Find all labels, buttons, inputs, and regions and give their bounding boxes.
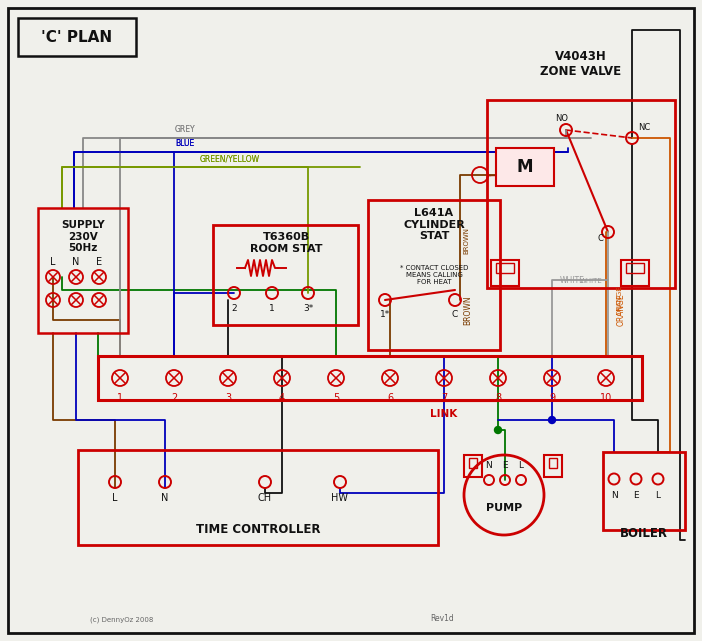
Bar — [549, 458, 557, 468]
Text: ORANGE: ORANGE — [617, 285, 623, 315]
Text: V4043H
ZONE VALVE: V4043H ZONE VALVE — [541, 50, 621, 78]
Text: 2: 2 — [231, 304, 237, 313]
Text: 3: 3 — [225, 393, 231, 403]
Text: GREEN/YELLOW: GREEN/YELLOW — [200, 154, 260, 163]
Bar — [38, 208, 128, 333]
Bar — [98, 356, 642, 400]
Text: L: L — [112, 493, 118, 503]
Text: 8: 8 — [495, 393, 501, 403]
Bar — [496, 148, 554, 186]
Bar — [487, 100, 675, 288]
Text: 4: 4 — [279, 393, 285, 403]
Bar — [544, 455, 562, 477]
Text: TIME CONTROLLER: TIME CONTROLLER — [196, 523, 320, 536]
Bar — [491, 260, 519, 286]
Text: NO: NO — [555, 114, 569, 123]
Text: BLUE: BLUE — [175, 139, 194, 148]
Text: 6: 6 — [387, 393, 393, 403]
Text: GREY: GREY — [175, 125, 196, 134]
Text: WHITE: WHITE — [580, 278, 603, 284]
Text: 1: 1 — [117, 393, 123, 403]
Text: 7: 7 — [441, 393, 447, 403]
Text: WHITE: WHITE — [560, 276, 585, 285]
Text: 1: 1 — [269, 304, 275, 313]
Text: N: N — [611, 491, 617, 500]
Circle shape — [494, 426, 501, 433]
Text: 'C' PLAN: 'C' PLAN — [41, 29, 112, 44]
Bar — [626, 263, 644, 273]
Text: M: M — [517, 158, 534, 176]
Text: HW: HW — [331, 493, 348, 503]
Text: L641A
CYLINDER
STAT: L641A CYLINDER STAT — [403, 208, 465, 241]
Text: L: L — [51, 257, 55, 267]
Text: BROWN: BROWN — [463, 296, 472, 325]
Text: E: E — [502, 461, 508, 470]
Text: BOILER: BOILER — [620, 527, 668, 540]
Text: * CONTACT CLOSED
MEANS CALLING
FOR HEAT: * CONTACT CLOSED MEANS CALLING FOR HEAT — [400, 265, 468, 285]
Text: 3*: 3* — [303, 304, 313, 313]
Text: N: N — [486, 461, 492, 470]
Text: L: L — [519, 461, 524, 470]
Bar — [464, 455, 482, 477]
Text: T6360B
ROOM STAT: T6360B ROOM STAT — [250, 232, 322, 254]
Text: NC: NC — [638, 123, 650, 132]
Text: N: N — [161, 493, 168, 503]
Bar — [213, 225, 358, 325]
Text: 2: 2 — [171, 393, 177, 403]
Text: SUPPLY
230V
50Hz: SUPPLY 230V 50Hz — [61, 220, 105, 253]
Text: L: L — [656, 491, 661, 500]
Bar — [78, 450, 438, 545]
Text: N: N — [72, 257, 80, 267]
Bar — [469, 458, 477, 468]
Text: C: C — [597, 234, 603, 243]
Text: 5: 5 — [333, 393, 339, 403]
Text: (c) DennyOz 2008: (c) DennyOz 2008 — [90, 617, 153, 623]
Text: LINK: LINK — [430, 409, 458, 419]
Text: 1*: 1* — [380, 310, 390, 319]
Text: BLUE: BLUE — [175, 139, 194, 148]
Text: PUMP: PUMP — [486, 503, 522, 513]
Circle shape — [548, 417, 555, 424]
Text: C: C — [452, 310, 458, 319]
Text: E: E — [633, 491, 639, 500]
Text: Rev1d: Rev1d — [430, 614, 453, 623]
Text: ORANGE: ORANGE — [617, 294, 626, 326]
Bar — [603, 452, 685, 530]
Bar — [368, 200, 500, 350]
Text: 10: 10 — [600, 393, 612, 403]
Text: GREY: GREY — [175, 125, 196, 134]
Text: E: E — [96, 257, 102, 267]
Text: 9: 9 — [549, 393, 555, 403]
Bar — [496, 263, 514, 273]
Bar — [18, 18, 136, 56]
Text: BROWN: BROWN — [463, 226, 469, 253]
Bar — [621, 260, 649, 286]
Text: GREEN/YELLOW: GREEN/YELLOW — [200, 154, 260, 163]
Text: CH: CH — [258, 493, 272, 503]
